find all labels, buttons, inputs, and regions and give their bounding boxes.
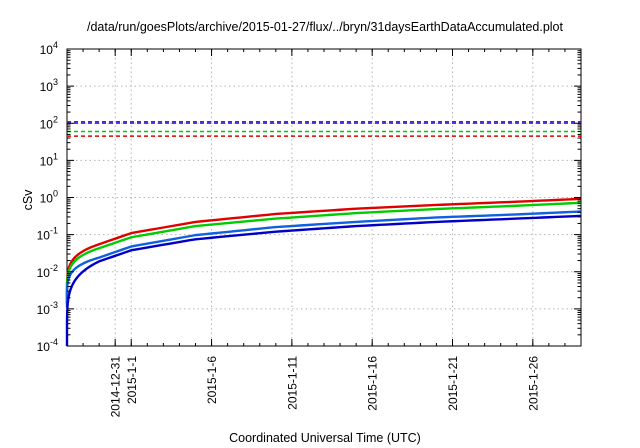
y-tick-label: 104 bbox=[40, 40, 58, 57]
chart-title: /data/run/goesPlots/archive/2015-01-27/f… bbox=[87, 20, 563, 34]
series-line bbox=[65, 197, 582, 303]
x-tick-label: 2015-1-21 bbox=[446, 356, 460, 411]
series-line bbox=[65, 210, 582, 308]
x-tick-label: 2015-1-6 bbox=[205, 356, 219, 404]
grid bbox=[67, 49, 581, 346]
y-tick-label: 100 bbox=[40, 189, 58, 206]
x-axis-ticks: 2014-12-31 2015-1-1 2015-1-6 2015-1-11 2015-… bbox=[82, 49, 566, 418]
data-series bbox=[65, 197, 582, 346]
x-tick-label: 2015-1-11 bbox=[285, 356, 299, 410]
y-tick-label: 10-3 bbox=[37, 300, 58, 317]
x-tick-label: 2014-12-31 bbox=[109, 356, 123, 418]
x-tick-label: 2015-1-1 bbox=[125, 356, 139, 404]
y-tick-label: 101 bbox=[40, 151, 58, 168]
y-axis-label: cSv bbox=[21, 189, 35, 211]
reference-lines bbox=[67, 120, 581, 137]
y-tick-label: 10-2 bbox=[37, 263, 58, 280]
y-tick-label: 10-4 bbox=[37, 337, 58, 354]
y-tick-label: 102 bbox=[40, 114, 58, 131]
y-tick-label: 103 bbox=[40, 77, 58, 94]
x-axis-label: Coordinated Universal Time (UTC) bbox=[229, 431, 421, 445]
x-tick-label: 2015-1-16 bbox=[366, 356, 380, 411]
series-line bbox=[65, 201, 582, 305]
y-tick-label: 10-1 bbox=[37, 226, 58, 243]
x-tick-label: 2015-1-26 bbox=[526, 356, 540, 411]
